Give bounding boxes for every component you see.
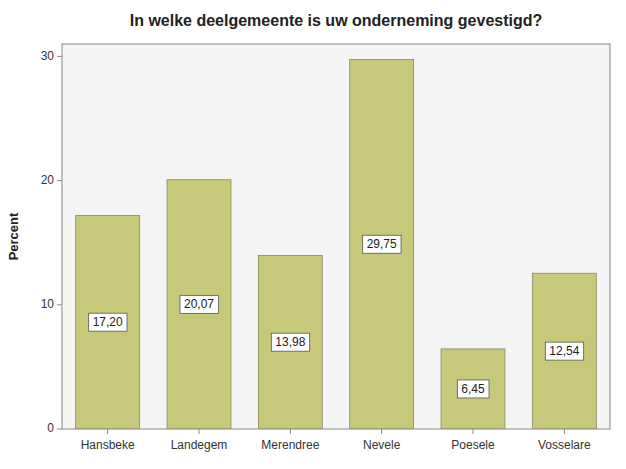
bar	[350, 60, 414, 429]
y-tick-label: 0	[47, 421, 54, 435]
y-tick-label: 10	[41, 297, 55, 311]
x-tick-label: Hansbeke	[81, 438, 135, 452]
x-tick-label: Nevele	[363, 438, 401, 452]
y-tick	[57, 180, 62, 181]
x-tick	[381, 429, 382, 434]
data-label-box	[180, 295, 218, 313]
x-tick-label: Landegem	[171, 438, 228, 452]
data-label: 6,45	[461, 382, 485, 396]
bar	[441, 349, 505, 429]
x-tick	[473, 429, 474, 434]
y-tick-label: 20	[41, 173, 55, 187]
bar	[532, 273, 596, 429]
data-labels: 17,20 20,07 13,98 29,75 6,45 12,54	[89, 235, 584, 398]
x-tick	[199, 429, 200, 434]
x-tick-label: Poesele	[451, 438, 495, 452]
data-label: 29,75	[367, 237, 397, 251]
x-tick	[107, 429, 108, 434]
data-label-box	[89, 313, 127, 331]
data-label-box	[271, 333, 309, 351]
plot-background	[62, 44, 610, 429]
chart-container: 0 10 20 30 Hansbeke Landegem Merendree Nevele Po…	[0, 0, 626, 469]
data-label: 13,98	[275, 335, 305, 349]
y-tick	[57, 429, 62, 430]
y-tick-label: 30	[41, 49, 55, 63]
data-label: 12,54	[549, 344, 579, 358]
y-axis-label: Percent	[6, 212, 21, 260]
bars	[76, 60, 597, 429]
bar	[76, 215, 140, 429]
x-tick	[564, 429, 565, 434]
data-label-box	[457, 380, 489, 398]
y-tick	[57, 56, 62, 57]
data-label: 17,20	[93, 315, 123, 329]
bar	[167, 180, 231, 429]
x-tick	[290, 429, 291, 434]
plot-frame	[62, 44, 610, 429]
title: In welke deelgemeente is uw onderneming …	[130, 12, 543, 29]
chart-svg: 0 10 20 30 Hansbeke Landegem Merendree Nevele Po…	[0, 0, 626, 469]
data-label: 20,07	[184, 297, 214, 311]
data-label-box	[363, 235, 401, 253]
x-tick-label: Merendree	[261, 438, 319, 452]
bar	[258, 255, 322, 429]
y-tick	[57, 304, 62, 305]
data-label-box	[545, 342, 583, 360]
x-tick-label: Vosselare	[538, 438, 591, 452]
